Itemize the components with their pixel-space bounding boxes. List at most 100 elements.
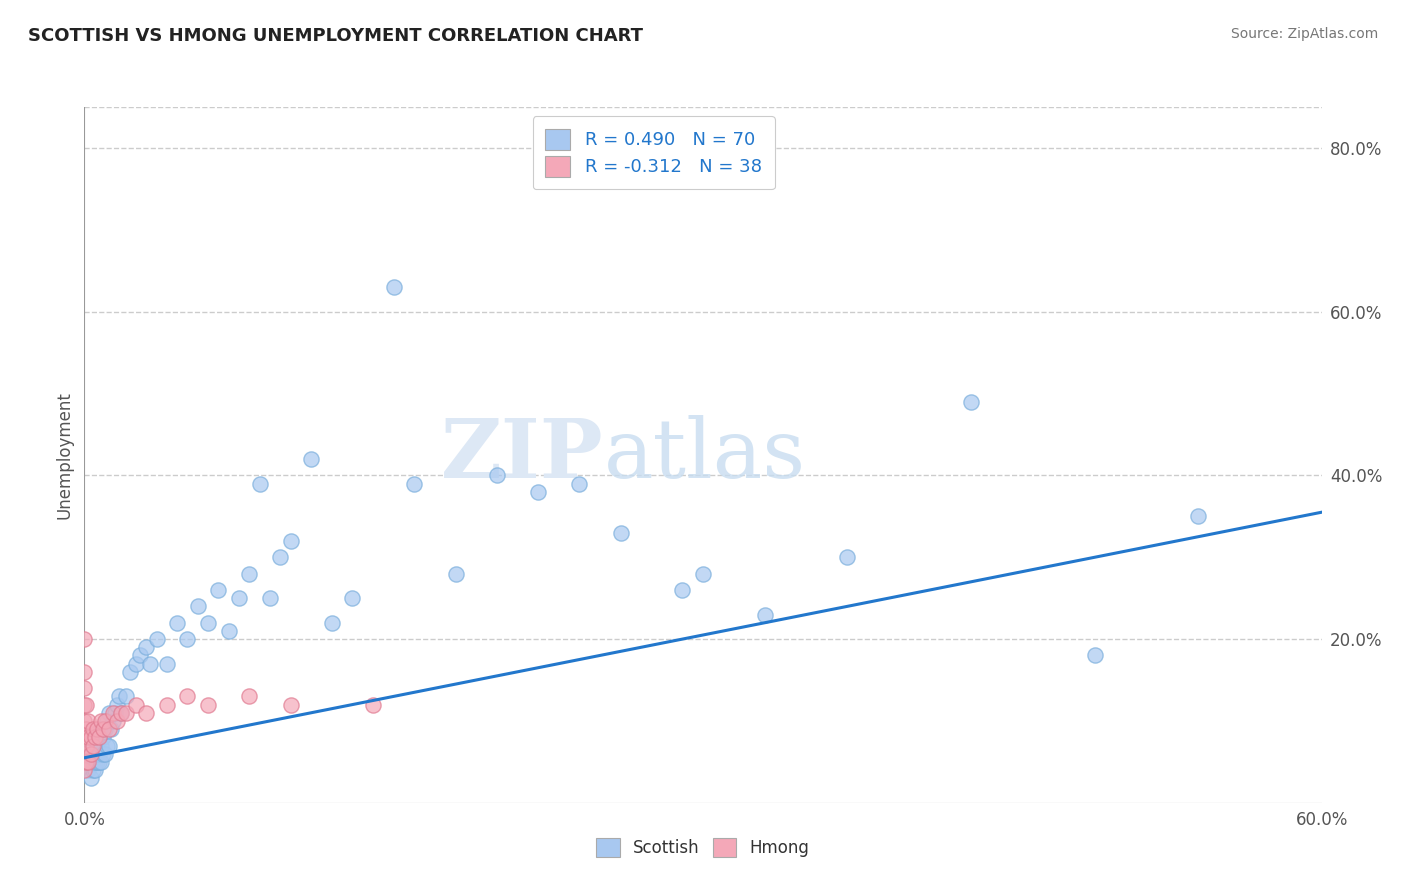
Point <box>692 566 714 581</box>
Point <box>218 624 240 638</box>
Point <box>527 484 550 499</box>
Point <box>197 698 219 712</box>
Point <box>568 476 591 491</box>
Point <box>94 747 117 761</box>
Point <box>100 722 122 736</box>
Point <box>79 771 101 785</box>
Point <box>485 468 508 483</box>
Point <box>238 566 260 581</box>
Point <box>87 731 110 745</box>
Point <box>94 714 117 728</box>
Point <box>77 763 100 777</box>
Point <box>207 582 229 597</box>
Point <box>139 657 162 671</box>
Point <box>79 755 101 769</box>
Point <box>249 476 271 491</box>
Point <box>82 739 104 753</box>
Point <box>280 533 302 548</box>
Point <box>82 722 104 736</box>
Point <box>73 763 96 777</box>
Legend: Scottish, Hmong: Scottish, Hmong <box>589 831 817 864</box>
Point <box>166 615 188 630</box>
Point <box>75 722 97 736</box>
Point <box>342 591 364 606</box>
Point <box>228 591 250 606</box>
Y-axis label: Unemployment: Unemployment <box>55 391 73 519</box>
Point <box>77 731 100 745</box>
Point <box>1084 648 1107 663</box>
Point <box>86 722 108 736</box>
Point <box>96 714 118 728</box>
Point <box>197 615 219 630</box>
Point <box>110 706 132 720</box>
Point <box>382 280 405 294</box>
Point <box>129 648 152 663</box>
Point <box>86 739 108 753</box>
Point <box>156 698 179 712</box>
Point <box>91 747 114 761</box>
Point <box>145 632 167 646</box>
Point <box>238 690 260 704</box>
Point <box>135 706 157 720</box>
Point <box>87 755 110 769</box>
Point <box>280 698 302 712</box>
Text: atlas: atlas <box>605 415 806 495</box>
Point <box>98 739 121 753</box>
Point <box>110 706 132 720</box>
Text: Source: ZipAtlas.com: Source: ZipAtlas.com <box>1230 27 1378 41</box>
Point <box>91 731 114 745</box>
Point <box>114 706 136 720</box>
Point <box>108 690 131 704</box>
Point <box>118 665 141 679</box>
Point <box>79 731 101 745</box>
Point <box>404 476 426 491</box>
Point <box>94 722 117 736</box>
Point <box>91 722 114 736</box>
Point <box>125 657 148 671</box>
Point <box>1187 509 1209 524</box>
Point <box>754 607 776 622</box>
Point <box>135 640 157 655</box>
Point <box>82 763 104 777</box>
Point <box>90 722 112 736</box>
Point <box>73 665 96 679</box>
Point <box>75 755 97 769</box>
Point <box>79 747 101 761</box>
Point <box>103 714 125 728</box>
Point <box>837 550 859 565</box>
Point <box>103 706 125 720</box>
Point <box>75 739 97 753</box>
Point <box>125 698 148 712</box>
Point <box>83 755 105 769</box>
Point <box>105 698 128 712</box>
Point <box>299 452 322 467</box>
Point <box>73 731 96 745</box>
Point <box>73 698 96 712</box>
Text: ZIP: ZIP <box>441 415 605 495</box>
Point <box>90 714 112 728</box>
Point <box>156 657 179 671</box>
Point <box>75 698 97 712</box>
Point <box>444 566 467 581</box>
Point <box>671 582 693 597</box>
Point <box>79 747 101 761</box>
Point <box>73 714 96 728</box>
Point <box>82 739 104 753</box>
Point <box>83 731 105 745</box>
Point <box>90 755 112 769</box>
Point <box>98 722 121 736</box>
Point <box>269 550 291 565</box>
Point <box>73 632 96 646</box>
Point <box>73 747 96 761</box>
Point <box>104 706 127 720</box>
Point <box>73 681 96 696</box>
Point <box>361 698 384 712</box>
Point <box>105 714 128 728</box>
Point <box>960 394 983 409</box>
Point <box>83 731 105 745</box>
Point <box>187 599 209 614</box>
Point <box>114 690 136 704</box>
Point <box>86 755 108 769</box>
Point <box>86 747 108 761</box>
Point <box>176 690 198 704</box>
